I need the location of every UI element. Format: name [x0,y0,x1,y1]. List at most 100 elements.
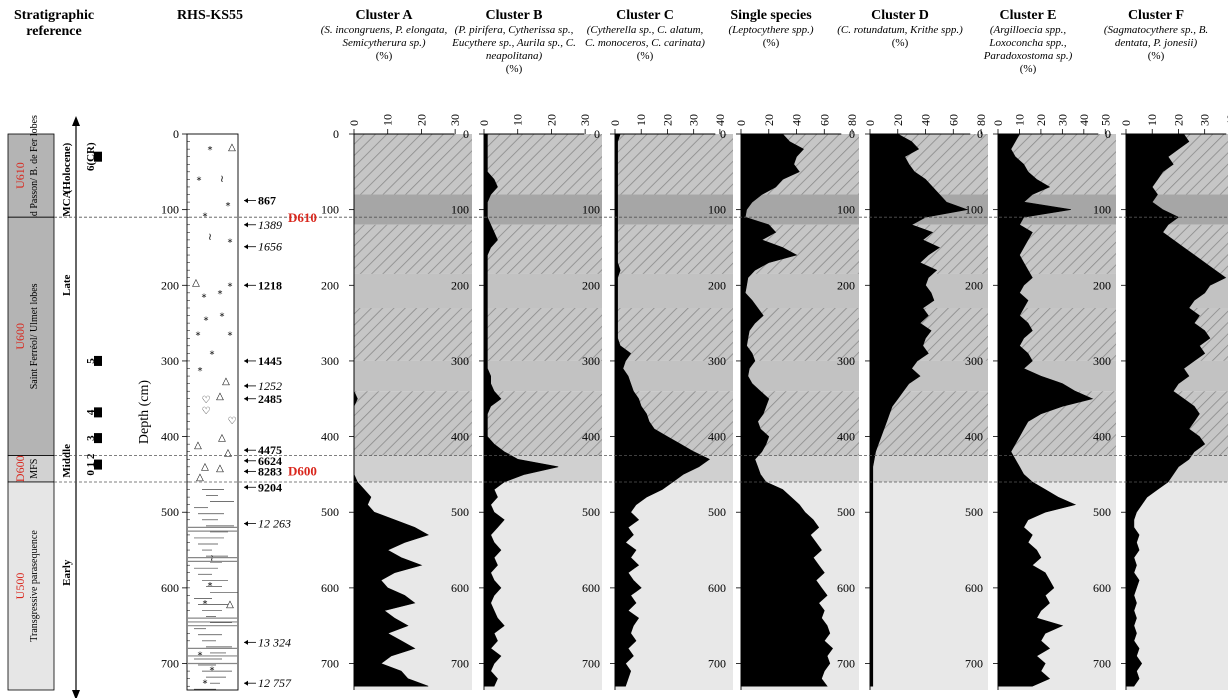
date-arrow-head [244,680,248,686]
cr-label: 3 [85,435,97,441]
background-band [354,307,472,361]
x-tick-group: 0 [477,120,491,126]
cr-bar [94,407,102,418]
panel-title: Cluster F [1127,8,1185,23]
x-tick-label: 30 [1198,114,1212,126]
date-arrow-head [244,639,248,645]
period-label: (Holocene) [61,142,73,193]
x-tick-group: 40 [790,114,804,126]
lithology-symbol: △ [224,448,232,459]
background-band [484,273,602,308]
x-tick-label: 0 [863,120,877,126]
panel-taxa: (Cytherella sp., C. alatum, C. monoceros… [585,24,705,49]
y-tick-label: 500 [708,505,726,519]
background-band [354,224,472,274]
date-arrow-head [244,244,248,250]
period-label-group: MCA [61,190,73,216]
y-tick-label: 700 [965,657,983,671]
period-arrow-down [72,690,80,698]
x-tick-label: 0 [1119,120,1133,126]
x-tick-group: 80 [845,114,859,126]
x-tick-label: 20 [660,114,674,126]
y-tick-label: 700 [451,657,469,671]
unit-code: D600 [13,455,27,482]
cr-label-group: 4 [85,409,97,415]
x-tick-group: 60 [946,114,960,126]
x-tick-group: 10 [1145,114,1159,126]
lithology-symbol: ♡ [202,406,211,417]
core-box [186,133,239,691]
cr-bar [94,433,102,444]
panel-title: Cluster D [871,8,929,23]
x-tick-group: 40 [1224,114,1228,126]
unit-box-u610 [7,133,55,218]
y-tick-label: 500 [321,505,339,519]
x-tick-group: 0 [608,120,622,126]
lithology-symbol: * [196,330,201,341]
panel-unit: (%) [891,37,909,49]
background-band [615,273,733,308]
x-tick-group: 20 [1171,114,1185,126]
date-label: 9204 [258,480,282,494]
x-tick-label: 40 [713,114,727,126]
panel-title: Cluster E [999,8,1057,23]
x-tick-group: 20 [762,114,776,126]
x-tick-group: 20 [544,114,558,126]
background-band [741,194,859,225]
x-tick-label: 20 [414,114,428,126]
unit-code: U500 [13,573,27,600]
period-label-group: Middle [61,444,73,478]
background-band [615,307,733,361]
x-tick-label: 20 [1171,114,1185,126]
y-tick-label: 400 [965,430,983,444]
y-tick-label: 300 [1093,354,1111,368]
boundary-label: D610 [288,210,317,225]
background-band [615,134,733,195]
x-tick-label: 40 [919,114,933,126]
lithology-symbol: * [228,237,233,248]
lithology-symbol: ♡ [202,395,211,406]
panel-header: Single species (Leptocythere spp.) (%) [707,8,835,50]
background-band [615,224,733,274]
core-tick-label: 400 [161,430,179,444]
date-arrow-head [244,396,248,402]
boundary-lines: D610 D600 [54,210,1228,483]
lithology-symbol: △ [228,142,236,153]
x-tick-group: 50 [1098,114,1112,126]
series-area [483,133,559,687]
series-area [740,133,833,687]
period-label-group: Late [61,274,73,296]
background-band [615,360,733,392]
x-tick-label: 40 [790,114,804,126]
x-tick-group: 20 [660,114,674,126]
y-tick-label: 400 [582,430,600,444]
x-tick-label: 30 [578,114,592,126]
boundary-label: D600 [288,464,317,479]
depth-axis-label: Depth (cm) [137,380,152,444]
unit-label-group: U610 Grand Passon/ B. de Fer lobes [13,115,40,236]
y-tick-label: 300 [451,354,469,368]
y-tick-label: 500 [582,505,600,519]
date-label: 12 263 [258,517,291,531]
date-arrow-head [244,458,248,464]
panel-taxa: (Argilloecia spp., Loxoconcha spp., Para… [983,24,1073,62]
y-tick-label: 600 [1093,581,1111,595]
y-tick-label: 100 [1093,203,1111,217]
date-arrow-head [244,521,248,527]
y-tick-label: 700 [582,657,600,671]
y-tick-label: 100 [451,203,469,217]
y-tick-label: 300 [321,354,339,368]
panel-taxa: (P. pirifera, Cytherissa sp., Eucythere … [452,24,576,62]
background-band [484,194,602,225]
lithology-symbol: △ [216,391,224,402]
x-tick-group: 30 [1198,114,1212,126]
lithology-symbol: ♡ [228,416,237,427]
x-tick-label: 0 [734,120,748,126]
background-band [1126,481,1228,690]
lithology-symbol: △ [201,461,209,472]
unit-code: U610 [13,162,27,189]
panel-taxa: (S. incongruens, P. elongata, Semicyther… [320,24,448,49]
background-band [354,134,472,195]
